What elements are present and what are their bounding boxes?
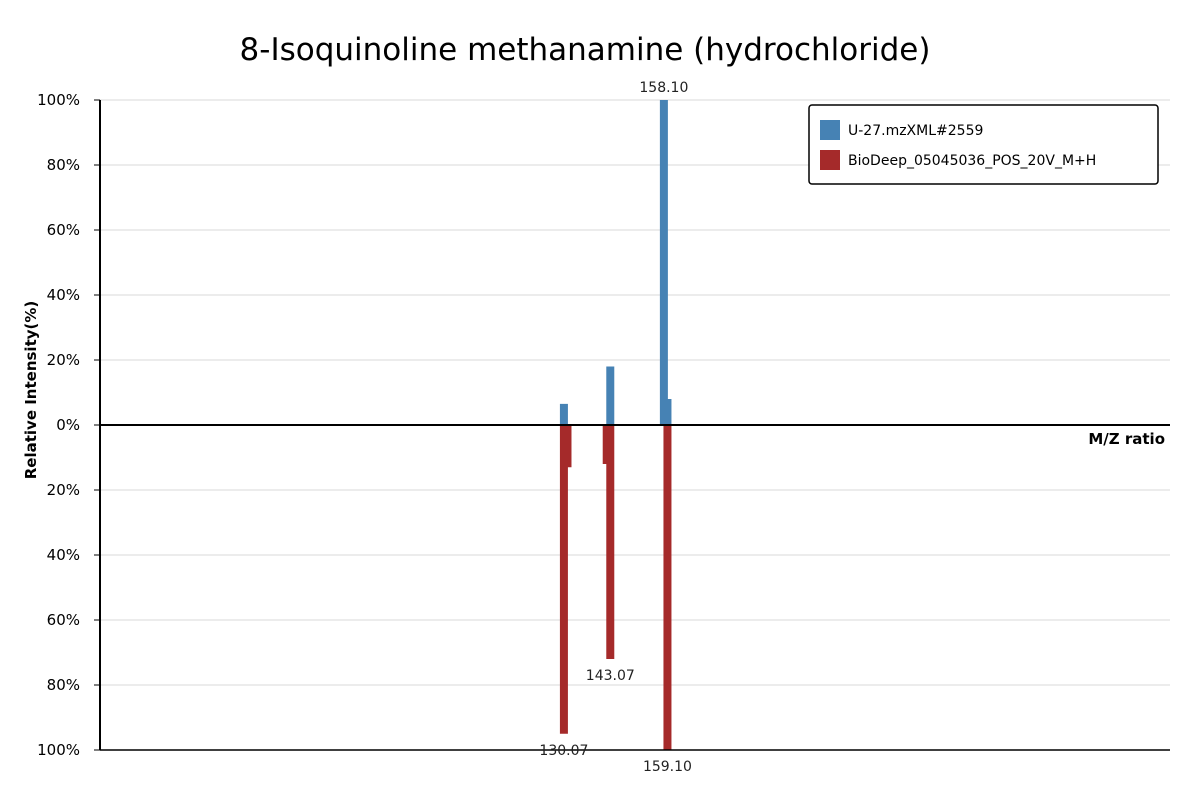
x-axis-title: M/Z ratio [1088,430,1165,448]
peak-bar-bottom [563,425,572,468]
chart-title: 8-Isoquinoline methanamine (hydrochlorid… [240,32,931,68]
y-tick-label: 20% [47,351,80,369]
legend: U-27.mzXML#2559 BioDeep_05045036_POS_20V_… [808,104,1159,185]
legend-label: BioDeep_05045036_POS_20V_M+H [848,153,1096,169]
legend-box [808,104,1159,185]
peak-bars [559,100,672,750]
y-tick-labels: 100% 80% 60% 40% 20% 0% 20% 40% 60% 80% 100% [37,91,100,759]
peak-bar-top [659,100,668,425]
y-tick-label: 80% [47,676,80,694]
peak-labels: 158.10 130.07 143.07 159.10 [539,80,692,775]
peak-bar-top [606,366,615,425]
legend-swatch [820,120,840,140]
y-tick-label: 20% [47,481,80,499]
y-tick-label: 60% [47,221,80,239]
peak-bar-top [559,403,568,425]
peak-label: 158.10 [639,80,688,96]
legend-label: U-27.mzXML#2559 [848,123,983,139]
peak-bar-bottom [606,425,615,659]
y-tick-label: 100% [37,91,80,109]
y-axis-title: Relative Intensity(%) [22,301,40,480]
y-tick-label: 40% [47,286,80,304]
peak-label: 159.10 [643,759,692,775]
peak-label: 143.07 [586,668,635,684]
y-tick-label: 60% [47,611,80,629]
peak-bar-bottom [663,425,672,750]
peak-bar-bottom [559,425,568,734]
peak-bar-top [663,399,672,425]
y-tick-label: 0% [56,416,80,434]
axes [99,100,1170,751]
y-tick-label: 40% [47,546,80,564]
peak-label: 130.07 [539,743,588,759]
y-tick-label: 80% [47,156,80,174]
y-tick-label: 100% [37,741,80,759]
legend-swatch [820,150,840,170]
